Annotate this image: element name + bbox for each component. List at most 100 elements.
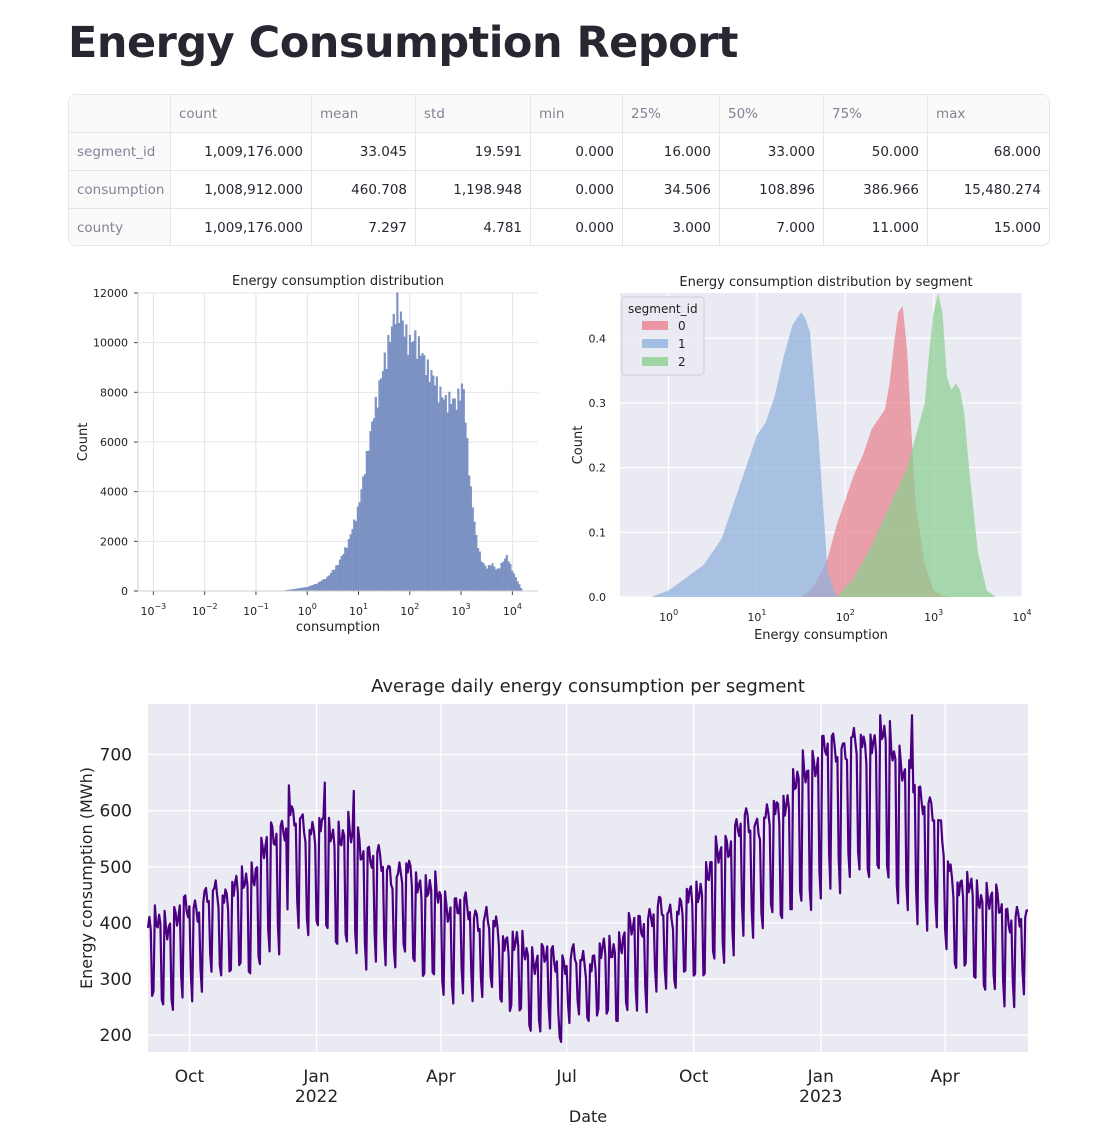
histogram-bar xyxy=(480,561,483,592)
column-header[interactable]: 75% xyxy=(823,95,928,133)
histogram-bar xyxy=(493,566,496,592)
histogram-bar xyxy=(403,336,406,592)
histogram-bar xyxy=(351,528,354,592)
histogram-bar xyxy=(518,584,521,592)
histogram-bar xyxy=(372,418,376,592)
histogram-bar xyxy=(434,385,437,592)
legend-entry: 1 xyxy=(678,337,686,351)
column-header[interactable]: std xyxy=(415,95,531,133)
row-header: consumption xyxy=(69,170,171,209)
histogram-bar xyxy=(428,381,431,592)
histogram-bar xyxy=(381,370,385,592)
chart-title: Energy consumption distribution by segme… xyxy=(679,275,972,290)
column-header[interactable]: 25% xyxy=(622,95,720,133)
histogram-bar xyxy=(399,311,402,592)
y-tick-label: 6000 xyxy=(100,436,128,449)
table-cell: 108.896 xyxy=(719,170,824,209)
histogram-bar xyxy=(484,565,487,592)
histogram-bar xyxy=(444,394,447,592)
histogram-bar xyxy=(487,564,490,592)
histogram-bar xyxy=(360,489,363,592)
y-tick-label: 12000 xyxy=(93,287,128,300)
histogram-bar xyxy=(437,402,440,592)
histogram-bar xyxy=(358,502,361,592)
table-cell: 0.000 xyxy=(530,132,623,171)
histogram-bar xyxy=(362,476,365,592)
table-cell: 386.966 xyxy=(823,170,928,209)
histogram-bar xyxy=(304,587,307,592)
column-header[interactable]: min xyxy=(530,95,623,133)
histogram-bar xyxy=(394,324,397,592)
histogram-bar xyxy=(446,412,449,592)
histogram-bar xyxy=(412,341,415,592)
histogram-bar xyxy=(387,335,390,592)
histogram-bar xyxy=(453,398,456,592)
histogram-bar xyxy=(500,563,503,592)
histogram-bar xyxy=(410,342,413,592)
histogram-bar xyxy=(451,398,455,592)
histogram-bar xyxy=(516,581,519,592)
table-cell: 11.000 xyxy=(823,208,928,245)
histogram-bar xyxy=(349,534,352,592)
histogram-bar xyxy=(326,576,329,592)
legend-entry: 0 xyxy=(678,319,686,333)
column-header[interactable]: max xyxy=(927,95,1049,133)
histogram-chart: 10−3 10−2 10−1 100 101 102 103 104 0 2000 4000 6000… xyxy=(76,274,538,635)
histogram-bar xyxy=(344,547,347,592)
histogram-bar xyxy=(401,320,404,592)
histogram-bar xyxy=(364,474,367,592)
column-header[interactable]: mean xyxy=(311,95,416,133)
table-cell: 1,198.948 xyxy=(415,170,531,209)
y-tick-label: 0.2 xyxy=(589,462,607,475)
table-cell: 1,009,176.000 xyxy=(170,132,312,171)
x-axis-label: Energy consumption xyxy=(754,628,888,643)
histogram-bar xyxy=(442,399,446,592)
y-axis-label: Energy consumption (MWh) xyxy=(77,767,96,989)
y-tick-label: 0.3 xyxy=(589,397,607,410)
table-cell: 50.000 xyxy=(823,132,928,171)
histogram-bar xyxy=(462,389,465,592)
table-cell: 19.591 xyxy=(415,132,531,171)
table-row: consumption 1,008,912.000 460.708 1,198.… xyxy=(69,170,1049,209)
histogram-bar xyxy=(414,330,417,592)
histogram-bar xyxy=(380,378,383,592)
row-header: segment_id xyxy=(69,132,171,171)
histogram-bar xyxy=(378,380,381,592)
histogram-bar xyxy=(495,569,498,592)
density-area-segment-2 xyxy=(836,293,996,597)
x-tick-year-label: 2023 xyxy=(799,1087,842,1107)
legend-swatch xyxy=(642,339,668,348)
histogram-bar xyxy=(477,547,480,592)
histogram-bar xyxy=(322,578,325,592)
histogram-bar xyxy=(450,404,453,592)
histogram-bar xyxy=(374,396,377,592)
x-tick-label: Jul xyxy=(555,1067,577,1087)
histogram-bar xyxy=(504,558,507,592)
histogram-bar xyxy=(417,336,420,592)
table-cell: 34.506 xyxy=(622,170,720,209)
histogram-bar xyxy=(365,451,368,592)
y-tick-label: 300 xyxy=(100,970,132,990)
histogram-bar xyxy=(408,334,411,592)
y-tick-label: 200 xyxy=(100,1026,132,1046)
histogram-bar xyxy=(342,553,345,592)
x-tick-label: 101 xyxy=(349,602,368,618)
histogram-bar xyxy=(507,561,510,592)
y-tick-label: 0 xyxy=(121,585,128,598)
x-tick-label: 102 xyxy=(836,608,855,624)
histogram-bar xyxy=(514,577,517,592)
histogram-bar xyxy=(486,568,489,592)
legend-title: segment_id xyxy=(628,302,698,316)
x-tick-label: 102 xyxy=(400,602,419,618)
histogram-bar xyxy=(509,563,512,592)
column-header[interactable]: count xyxy=(170,95,312,133)
x-tick-label: 100 xyxy=(659,608,678,624)
histogram-bar xyxy=(455,409,458,592)
histogram-bar xyxy=(482,562,485,592)
histogram-bar xyxy=(389,341,392,592)
histogram-bar xyxy=(392,313,395,592)
column-header[interactable]: 50% xyxy=(719,95,824,133)
histogram-bar xyxy=(320,580,324,592)
histogram-bar xyxy=(432,375,435,592)
